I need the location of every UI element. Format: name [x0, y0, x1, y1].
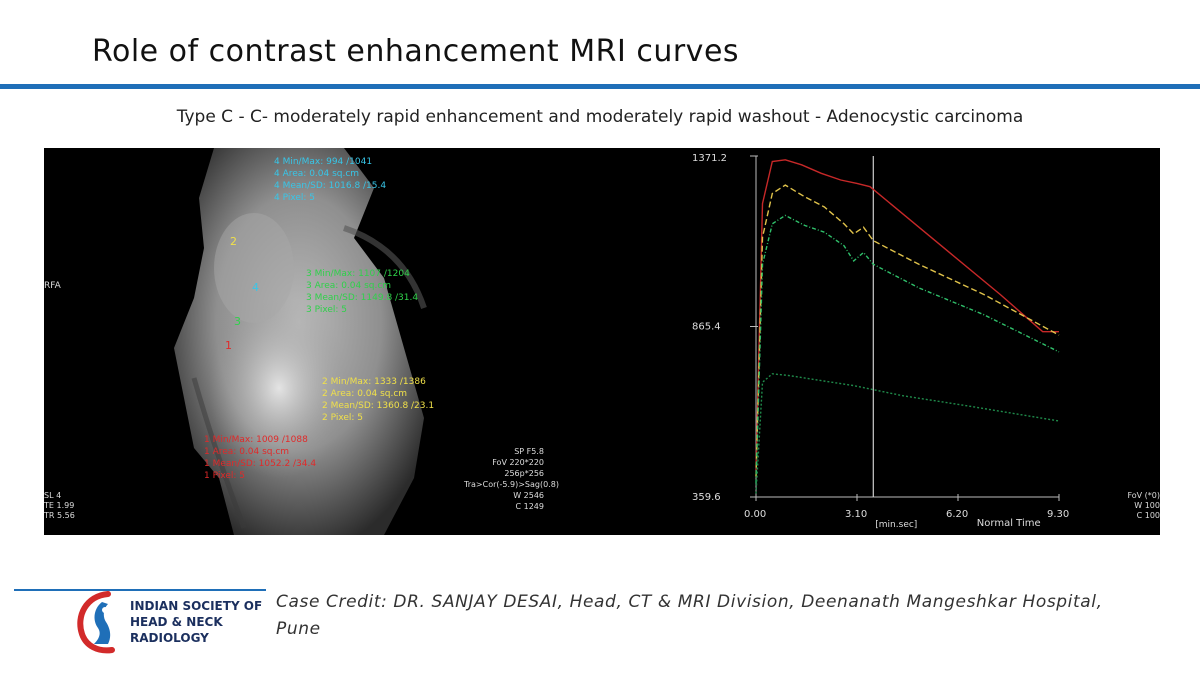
org-line-2: HEAD & NECK: [130, 615, 223, 629]
slide-title: Role of contrast enhancement MRI curves: [92, 34, 740, 69]
mri-figure: 2 4 3 1 RFA 4 Min/Max: 994 /1041 4 Area:…: [44, 148, 1160, 535]
case-credit: Case Credit: DR. SANJAY DESAI, Head, CT …: [276, 592, 1103, 639]
roi-2-area: 2 Area: 0.04 sq.cm: [322, 389, 408, 399]
fov-info: FoV (*0) W 100 C 100: [1104, 491, 1160, 521]
roi-1-stats: 1 Min/Max: 1009 /1088 1 Area: 0.04 sq.cm…: [204, 434, 316, 482]
org-line-3: RADIOLOGY: [130, 631, 209, 645]
scan-matrix: 256p*256: [504, 469, 544, 478]
scan-orientation: Tra>Cor(-5.9)>Sag(0.8): [464, 480, 559, 489]
org-line-1: INDIAN SOCIETY OF: [130, 599, 263, 613]
organization-name: INDIAN SOCIETY OF HEAD & NECK RADIOLOGY: [130, 598, 262, 646]
scan-info: SP F5.8 FoV 220*220 256p*256 Tra>Cor(-5.…: [464, 446, 559, 512]
y-tick-label: 865.4: [692, 322, 721, 333]
roi-3-mean: 3 Mean/SD: 1149.8 /31.4: [306, 293, 419, 303]
roi-2-mean: 2 Mean/SD: 1360.8 /23.1: [322, 401, 435, 411]
orientation-label: RFA: [44, 281, 61, 291]
fov-window: W 100: [1134, 501, 1160, 510]
roi-2-marker: 2: [230, 235, 237, 248]
y-tick-label: 1371.2: [692, 153, 727, 164]
scan-center: C 1249: [515, 502, 545, 511]
roi-3-pixel: 3 Pixel: 5: [306, 305, 348, 315]
roi-1-pixel: 1 Pixel: 5: [204, 471, 246, 481]
roi-3-marker: 3: [234, 315, 241, 328]
slide-subtitle: Type C - C- moderately rapid enhancement…: [176, 107, 1024, 127]
seq-te: TE 1.99: [44, 501, 75, 510]
enhancement-curve-2: [755, 184, 1060, 477]
roi-1-area: 1 Area: 0.04 sq.cm: [204, 447, 290, 457]
fov-center: C 100: [1136, 511, 1160, 520]
enhancement-curve-chart: 1371.2 865.4 359.6 0.00 3.10 6.20 9.30 [min.sec…: [692, 153, 1069, 530]
x-tick-label: 3.10: [845, 509, 867, 520]
roi-2-stats: 2 Min/Max: 1333 /1386 2 Area: 0.04 sq.cm…: [322, 376, 434, 424]
enhancement-curve-3: [755, 214, 1060, 484]
roi-4-area: 4 Area: 0.04 sq.cm: [274, 169, 360, 179]
seq-sl: SL 4: [44, 491, 62, 500]
roi-4-stats: 4 Min/Max: 994 /1041 4 Area: 0.04 sq.cm …: [274, 156, 386, 204]
roi-2-pixel: 2 Pixel: 5: [322, 413, 364, 423]
scan-window: W 2546: [513, 491, 544, 500]
enhancement-curve-1: [755, 159, 1059, 470]
roi-3-stats: 3 Min/Max: 1107 /1204 3 Area: 0.04 sq.cm…: [306, 268, 418, 316]
mri-image: [44, 148, 444, 535]
roi-4-minmax: 4 Min/Max: 994 /1041: [274, 157, 373, 167]
scan-sp: SP F5.8: [514, 447, 544, 456]
roi-3-minmax: 3 Min/Max: 1107 /1204: [306, 269, 410, 279]
roi-4-pixel: 4 Pixel: 5: [274, 193, 316, 203]
x-tick-label: 6.20: [946, 509, 968, 520]
x-tick-label: 0.00: [744, 509, 766, 520]
footer-divider: [14, 589, 266, 591]
roi-4-mean: 4 Mean/SD: 1016.8 /15.4: [274, 181, 387, 191]
sequence-info: SL 4 TE 1.99 TR 5.56: [44, 491, 75, 521]
roi-4-marker: 4: [252, 281, 259, 294]
seq-tr: TR 5.56: [44, 511, 75, 520]
scan-fov: FoV 220*220: [492, 458, 544, 467]
enhancement-curve-4: [755, 373, 1060, 494]
x-axis-label: Normal Time: [977, 518, 1041, 529]
x-tick-label: 9.30: [1047, 509, 1069, 520]
roi-1-marker: 1: [225, 339, 232, 352]
title-divider: [0, 84, 1200, 89]
roi-1-mean: 1 Mean/SD: 1052.2 /34.4: [204, 459, 317, 469]
x-unit-label: [min.sec]: [875, 520, 917, 530]
society-logo: [77, 591, 115, 654]
roi-1-minmax: 1 Min/Max: 1009 /1088: [204, 435, 308, 445]
roi-3-area: 3 Area: 0.04 sq.cm: [306, 281, 392, 291]
roi-2-minmax: 2 Min/Max: 1333 /1386: [322, 377, 426, 387]
y-tick-label: 359.6: [692, 492, 721, 503]
fov-value: FoV (*0): [1127, 491, 1160, 500]
